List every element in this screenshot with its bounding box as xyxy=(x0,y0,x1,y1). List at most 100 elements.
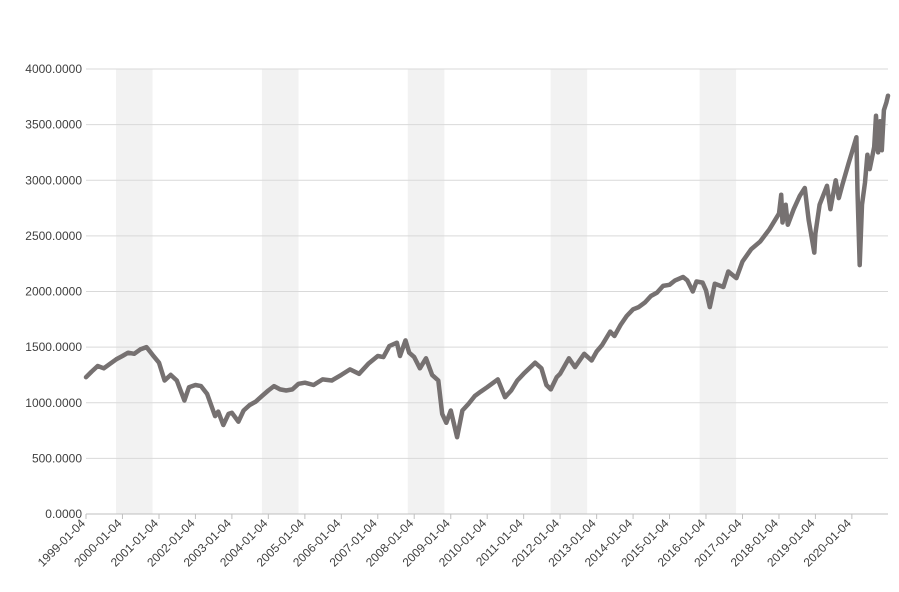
data-point xyxy=(850,151,854,154)
data-point xyxy=(139,348,142,351)
data-point xyxy=(781,221,784,224)
data-point xyxy=(418,367,422,370)
data-point xyxy=(829,207,832,211)
y-tick-label: 500.0000 xyxy=(32,451,82,465)
data-point xyxy=(777,212,781,215)
data-point xyxy=(321,378,324,381)
data-point xyxy=(727,270,730,273)
data-point xyxy=(222,423,225,427)
data-point xyxy=(868,167,871,171)
data-point xyxy=(768,228,771,231)
data-point xyxy=(649,294,653,298)
data-point xyxy=(818,203,821,206)
y-tick-label: 1500.0000 xyxy=(25,340,82,354)
y-tick-label: 2000.0000 xyxy=(25,285,82,299)
data-point xyxy=(595,350,598,353)
data-point xyxy=(312,383,315,387)
data-point xyxy=(860,203,864,206)
data-point xyxy=(722,285,725,289)
data-point xyxy=(866,153,869,156)
data-point xyxy=(461,409,464,412)
data-point xyxy=(145,345,148,349)
data-point xyxy=(533,361,537,364)
data-point xyxy=(619,323,622,327)
data-point xyxy=(242,409,245,412)
data-point xyxy=(876,151,880,154)
gridlines xyxy=(86,68,888,515)
data-point xyxy=(701,281,704,284)
data-point xyxy=(213,414,217,418)
data-point xyxy=(798,194,802,198)
data-point xyxy=(573,365,577,369)
data-point xyxy=(741,260,744,263)
data-point xyxy=(807,219,810,222)
data-point xyxy=(786,223,789,226)
data-point xyxy=(858,263,861,267)
data-point xyxy=(855,136,858,139)
y-tick-label: 4000.0000 xyxy=(25,62,82,76)
data-point xyxy=(750,248,753,251)
data-point xyxy=(686,279,689,282)
data-point xyxy=(590,359,593,362)
data-point xyxy=(395,341,399,344)
data-point xyxy=(582,352,586,355)
y-axis: 0.0000 500.0000 1000.0000 1500.0000 2000.000… xyxy=(25,62,82,521)
data-point xyxy=(237,420,240,423)
data-point xyxy=(121,354,124,358)
data-point xyxy=(408,351,411,354)
data-point xyxy=(114,358,118,361)
data-point xyxy=(655,291,659,294)
data-point xyxy=(267,389,270,392)
data-point xyxy=(625,314,628,318)
data-point xyxy=(479,390,483,393)
data-point xyxy=(735,276,738,280)
data-point xyxy=(885,101,888,104)
data-point xyxy=(291,388,294,391)
series-line xyxy=(83,93,891,440)
data-point xyxy=(613,334,616,338)
y-tick-label: 0.0000 xyxy=(45,507,82,521)
data-point xyxy=(540,367,543,370)
data-point xyxy=(440,412,444,416)
data-point xyxy=(90,370,93,373)
data-point xyxy=(455,436,459,439)
data-point xyxy=(285,389,288,392)
data-point xyxy=(863,181,867,184)
data-point xyxy=(873,145,876,149)
data-point xyxy=(882,108,886,112)
data-point xyxy=(841,183,844,186)
data-point xyxy=(545,383,548,387)
data-point xyxy=(516,379,519,382)
data-point xyxy=(708,305,711,309)
data-point xyxy=(485,385,489,389)
data-point xyxy=(278,388,282,391)
data-point xyxy=(691,290,694,293)
data-point xyxy=(84,375,88,379)
data-point xyxy=(880,149,884,152)
data-point xyxy=(631,308,635,311)
data-point xyxy=(96,364,99,368)
data-point xyxy=(437,379,440,382)
data-point xyxy=(609,330,612,333)
data-point xyxy=(169,373,172,377)
data-point xyxy=(713,282,716,285)
data-point xyxy=(404,339,407,342)
data-point xyxy=(856,190,859,193)
data-point xyxy=(424,357,428,360)
data-point xyxy=(555,375,558,379)
data-point xyxy=(413,355,416,359)
data-point xyxy=(357,372,361,376)
data-point xyxy=(558,372,562,376)
data-point xyxy=(340,373,343,377)
data-point xyxy=(248,403,251,407)
data-point xyxy=(217,410,220,413)
data-point xyxy=(878,120,882,123)
data-point xyxy=(430,373,434,377)
data-point xyxy=(704,289,708,292)
data-point xyxy=(668,283,671,287)
y-tick-label: 3000.0000 xyxy=(25,173,82,187)
data-point xyxy=(522,372,525,376)
data-point xyxy=(759,240,762,243)
data-point xyxy=(695,280,698,283)
